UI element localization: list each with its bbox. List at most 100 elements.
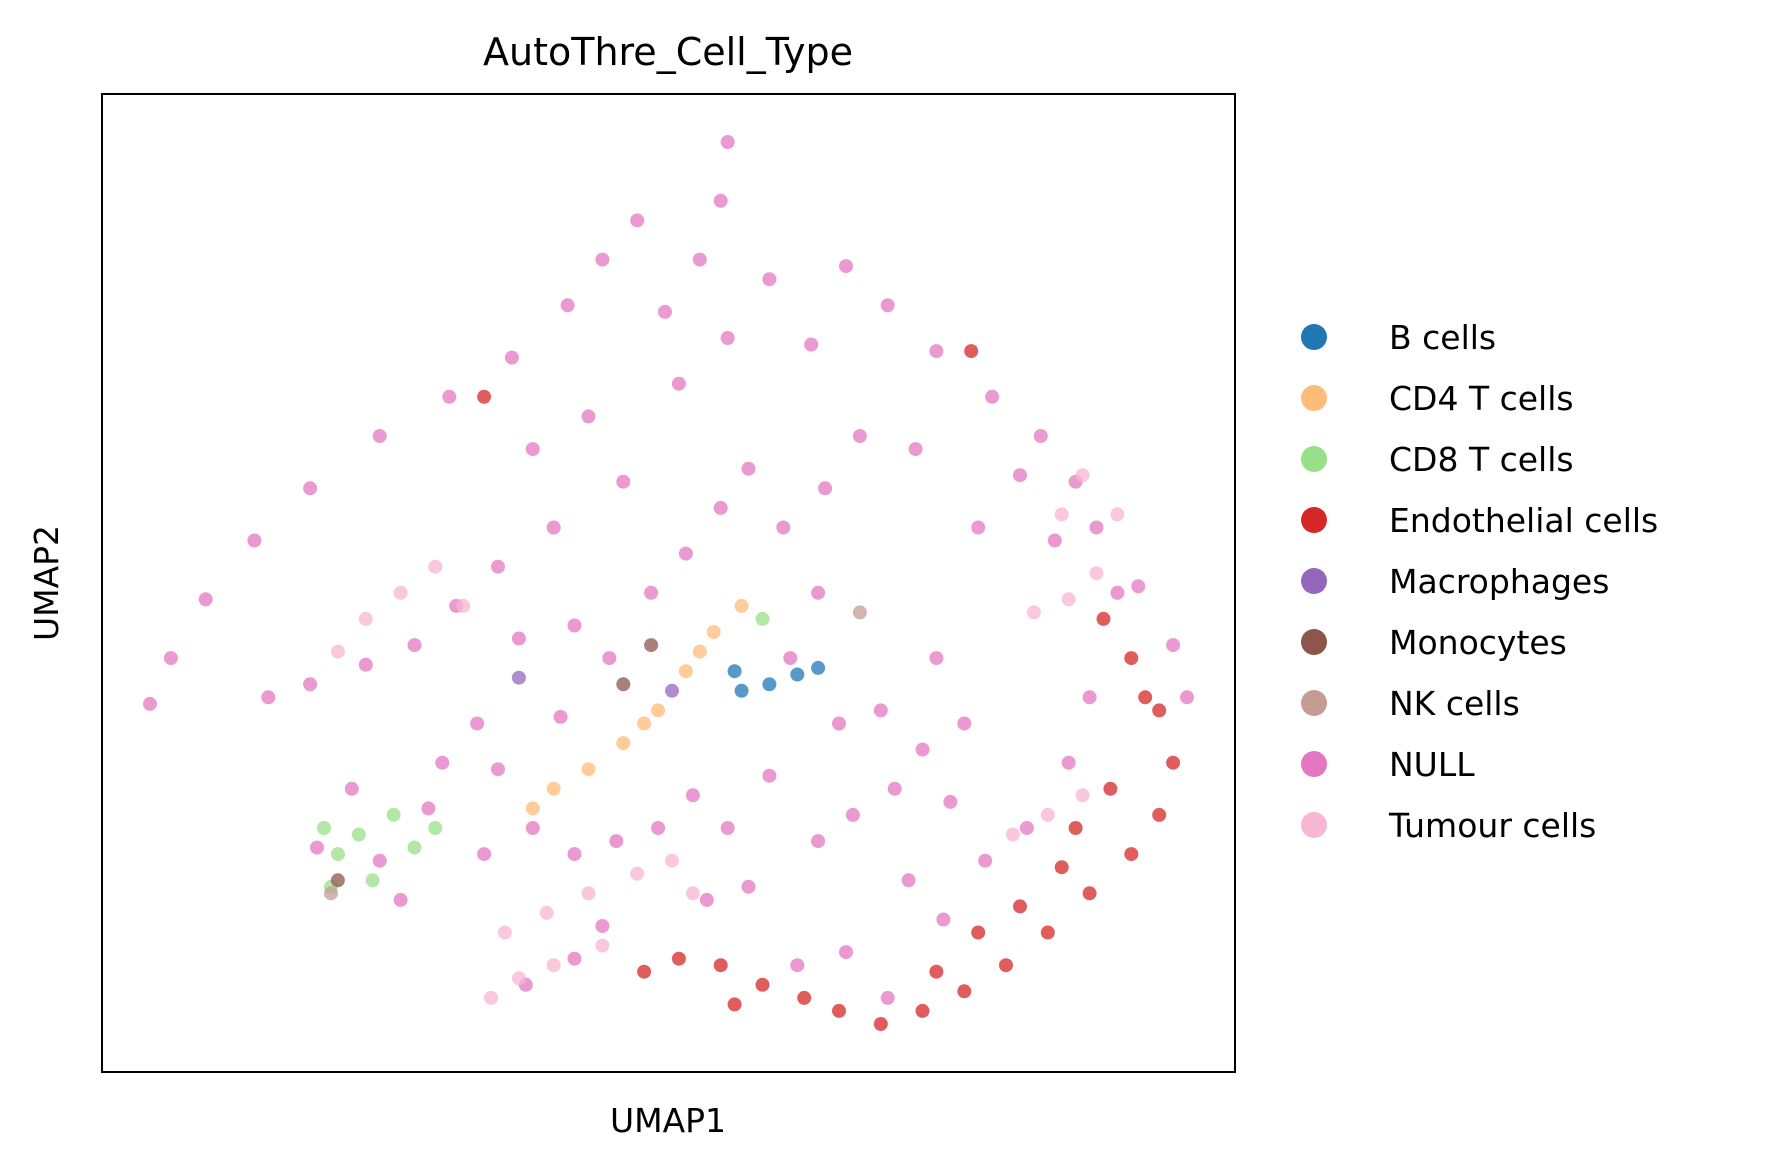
point-null-20	[880, 298, 895, 313]
point-null-48	[852, 429, 867, 443]
point-null-42	[644, 585, 659, 600]
point-null-31	[616, 474, 631, 489]
point-null-53	[915, 742, 930, 757]
point-endothelial-cells-6	[1082, 886, 1097, 901]
point-null-2	[692, 252, 707, 267]
point-endothelial-cells-24	[929, 964, 944, 979]
point-null-54	[957, 716, 972, 731]
point-cd4-t-cells-5	[706, 625, 721, 639]
point-tumour-cells-18	[546, 958, 561, 973]
scatter-points	[143, 135, 1194, 1031]
legend-label-null: NULL	[1389, 745, 1475, 784]
point-endothelial-cells-1	[1124, 651, 1139, 666]
legend-label-tumour-cells: Tumour cells	[1388, 806, 1596, 845]
point-null-70	[344, 781, 359, 796]
point-null-5	[595, 252, 610, 267]
point-tumour-cells-2	[1089, 566, 1104, 581]
legend-marker-cd8-t-cells	[1301, 446, 1327, 472]
point-tumour-cells-11	[497, 925, 512, 940]
point-null-49	[811, 585, 826, 600]
point-null-67	[553, 709, 568, 724]
point-null-4	[630, 213, 645, 228]
point-nk-cells-0	[324, 886, 338, 901]
point-null-43	[678, 546, 693, 561]
point-null-6	[560, 298, 575, 313]
point-tumour-cells-20	[484, 990, 498, 1005]
legend-marker-null	[1301, 751, 1327, 777]
point-tumour-cells-6	[358, 611, 373, 626]
point-endothelial-cells-27	[964, 344, 979, 359]
point-cd8-t-cells-5	[365, 873, 380, 888]
point-b-cells-4	[727, 664, 742, 679]
legend-label-cd8-t-cells: CD8 T cells	[1389, 440, 1574, 479]
point-null-10	[303, 481, 318, 496]
point-null-81	[1082, 690, 1097, 705]
point-cd4-t-cells-7	[525, 801, 540, 816]
point-cd8-t-cells-8	[755, 611, 770, 626]
point-monocytes-2	[330, 873, 345, 888]
point-null-19	[839, 259, 853, 274]
point-null-12	[198, 592, 213, 607]
point-null-76	[901, 873, 916, 888]
legend-label-nk-cells: NK cells	[1389, 684, 1520, 723]
point-endothelial-cells-4	[1152, 807, 1167, 822]
point-null-39	[511, 631, 526, 646]
point-endothelial-cells-2	[1152, 703, 1167, 718]
point-null-93	[839, 945, 853, 960]
legend-marker-cd4-t-cells	[1301, 385, 1327, 411]
point-endothelial-cells-23	[971, 925, 986, 940]
point-null-26	[1131, 579, 1146, 594]
point-null-41	[602, 651, 617, 666]
point-null-75	[477, 847, 492, 862]
point-null-14	[143, 696, 157, 711]
point-endothelial-cells-0	[1096, 611, 1111, 626]
point-cd4-t-cells-1	[581, 762, 596, 777]
point-null-51	[832, 716, 846, 731]
point-null-21	[929, 344, 944, 359]
point-endothelial-cells-13	[797, 990, 812, 1005]
point-null-57	[845, 807, 860, 822]
point-cd8-t-cells-4	[407, 840, 422, 855]
point-null-79	[1019, 821, 1034, 835]
point-cd4-t-cells-6	[734, 598, 749, 613]
y-axis-label: UMAP2	[27, 525, 66, 641]
point-nk-cells-1	[852, 605, 867, 620]
point-tumour-cells-0	[1026, 605, 1041, 620]
point-endothelial-cells-5	[1124, 847, 1139, 862]
point-null-17	[762, 272, 777, 287]
point-null-91	[567, 951, 582, 966]
point-monocytes-1	[644, 638, 659, 653]
point-null-50	[783, 651, 798, 666]
point-b-cells-0	[734, 683, 749, 698]
point-null-22	[985, 389, 1000, 404]
point-null-87	[929, 651, 944, 666]
point-cd4-t-cells-3	[651, 703, 666, 718]
point-null-86	[908, 442, 923, 457]
legend-marker-b-cells	[1301, 324, 1327, 350]
point-null-46	[776, 520, 791, 535]
point-tumour-cells-15	[665, 853, 679, 868]
point-null-8	[442, 389, 457, 404]
legend-marker-tumour-cells	[1301, 812, 1327, 838]
point-null-38	[261, 690, 276, 705]
point-null-65	[525, 821, 540, 835]
point-null-94	[790, 958, 805, 973]
point-tumour-cells-21	[1040, 807, 1055, 822]
point-null-78	[978, 853, 993, 868]
point-null-16	[720, 331, 735, 345]
point-endothelial-cells-18	[1013, 899, 1027, 914]
point-null-11	[247, 533, 262, 548]
legend-marker-macrophages	[1301, 568, 1327, 594]
point-null-82	[1110, 585, 1125, 600]
point-null-68	[470, 716, 485, 731]
point-null-47	[818, 481, 833, 496]
legend: B cells CD4 T cells CD8 T cells Endothelial…	[1301, 318, 1658, 845]
point-macrophages-1	[665, 683, 679, 698]
point-null-66	[491, 762, 505, 777]
point-null-3	[658, 304, 672, 319]
point-cd8-t-cells-3	[386, 807, 401, 822]
point-cd8-t-cells-2	[351, 827, 366, 842]
point-null-69	[435, 755, 450, 770]
point-endothelial-cells-7	[1040, 925, 1055, 940]
